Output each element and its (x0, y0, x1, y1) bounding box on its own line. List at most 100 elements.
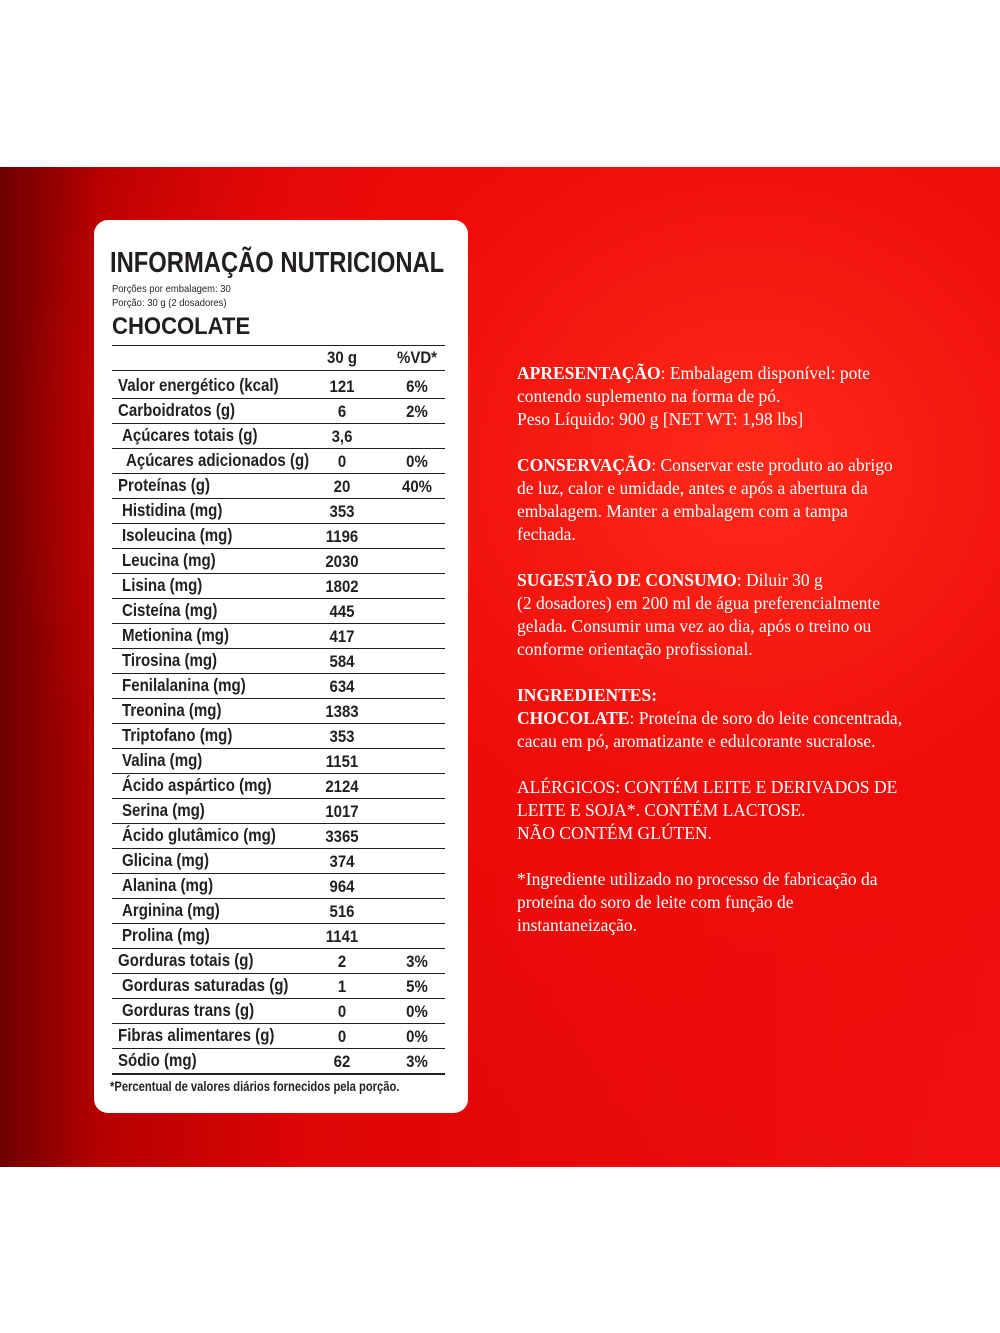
rule (112, 673, 445, 674)
info-heading: CONSERVAÇÃO (517, 455, 652, 475)
info-line: SUGESTÃO DE CONSUMO: Diluir 30 g (517, 569, 902, 592)
info-line: APRESENTAÇÃO: Embalagem disponível: pote (517, 362, 902, 385)
nutrient-amount: 1802 (325, 576, 359, 596)
nutrient-vd: 40% (402, 476, 432, 496)
nutrient-vd: 3% (406, 951, 428, 971)
nutrient-name: Fibras alimentares (g) (118, 1025, 275, 1046)
info-text: NÃO CONTÉM GLÚTEN. (517, 823, 712, 843)
nutrient-amount: 1151 (325, 751, 359, 771)
rule (112, 798, 445, 799)
rule (112, 623, 445, 624)
nutrient-amount: 0 (337, 1001, 347, 1021)
nutrient-name: Triptofano (mg) (122, 725, 233, 746)
rule (112, 473, 445, 474)
header-rule (112, 345, 445, 346)
nutrient-amount: 121 (329, 376, 355, 396)
rule (112, 748, 445, 749)
nutrient-amount: 0 (337, 1026, 347, 1046)
rule (112, 423, 445, 424)
nutrient-name: Histidina (mg) (122, 500, 223, 521)
nutrient-amount: 1141 (325, 926, 359, 946)
nutrient-vd: 0% (406, 1001, 428, 1021)
nutrition-card (94, 220, 468, 1113)
nutrient-amount: 20 (333, 476, 351, 496)
info-text: : Diluir 30 g (736, 570, 823, 590)
rule (112, 1048, 445, 1049)
nutrient-amount: 3365 (325, 826, 359, 846)
info-text: ALÉRGICOS: CONTÉM LEITE E DERIVADOS DE (517, 777, 898, 797)
nutrient-name: Ácido aspártico (mg) (122, 775, 272, 796)
nutrient-name: Açúcares adicionados (g) (126, 450, 310, 471)
info-line: cacau em pó, aromatizante e edulcorante … (517, 730, 902, 753)
rule (112, 573, 445, 574)
info-section: APRESENTAÇÃO: Embalagem disponível: pote… (517, 362, 902, 431)
rule (112, 948, 445, 949)
flavor: CHOCOLATE (112, 313, 251, 340)
info-text: fechada. (517, 524, 576, 544)
nutrient-amount: 634 (329, 676, 355, 696)
info-section: *Ingrediente utilizado no processo de fa… (517, 868, 902, 937)
nutrient-name: Valina (mg) (122, 750, 203, 771)
nutrient-name: Gorduras trans (g) (122, 1000, 255, 1021)
rule (112, 923, 445, 924)
rule (112, 598, 445, 599)
nutrient-amount: 2030 (325, 551, 359, 571)
nutrient-amount: 1017 (325, 801, 359, 821)
info-line: CONSERVAÇÃO: Conservar este produto ao a… (517, 454, 902, 477)
nutrient-amount: 353 (329, 726, 355, 746)
nutrient-vd: 5% (406, 976, 428, 996)
product-info: APRESENTAÇÃO: Embalagem disponível: pote… (517, 362, 902, 960)
servings: Porções por embalagem: 30 (112, 282, 231, 295)
info-line: contendo suplemento na forma de pó. (517, 385, 902, 408)
rule (112, 698, 445, 699)
nutrient-amount: 2124 (325, 776, 359, 796)
info-line: LEITE E SOJA*. CONTÉM LACTOSE. (517, 799, 902, 822)
rule (112, 498, 445, 499)
nutrient-amount: 1383 (325, 701, 359, 721)
info-text: conforme orientação profissional. (517, 639, 753, 659)
nutrient-name: Tirosina (mg) (122, 650, 218, 671)
nutrient-amount: 1196 (325, 526, 359, 546)
rule (112, 723, 445, 724)
nutrient-name: Gorduras saturadas (g) (122, 975, 289, 996)
info-section: SUGESTÃO DE CONSUMO: Diluir 30 g (2 dosad… (517, 569, 902, 661)
nutrient-name: Fenilalanina (mg) (122, 675, 246, 696)
nutrient-vd: 0% (406, 451, 428, 471)
info-line: fechada. (517, 523, 902, 546)
info-text: contendo suplemento na forma de pó. (517, 386, 781, 406)
info-section: INGREDIENTES: CHOCOLATE: Proteína de soro… (517, 684, 902, 753)
info-text: de luz, calor e umidade, antes e após a … (517, 478, 868, 498)
info-line: *Ingrediente utilizado no processo de fa… (517, 868, 902, 891)
info-line: INGREDIENTES: (517, 684, 902, 707)
nutrient-name: Proteínas (g) (118, 475, 210, 496)
info-heading: CHOCOLATE (517, 708, 630, 728)
nutrient-vd: 2% (406, 401, 428, 421)
nutrient-vd: 6% (406, 376, 428, 396)
info-line: conforme orientação profissional. (517, 638, 902, 661)
nutrient-amount: 6 (337, 401, 347, 421)
nutrient-name: Serina (mg) (122, 800, 205, 821)
info-heading: INGREDIENTES: (517, 685, 658, 705)
nutrient-amount: 0 (337, 451, 347, 471)
nutrient-name: Valor energético (kcal) (118, 375, 279, 396)
nutrient-name: Cisteína (mg) (122, 600, 218, 621)
nutrient-amount: 62 (333, 1051, 351, 1071)
rule (112, 998, 445, 999)
info-line: (2 dosadores) em 200 ml de água preferen… (517, 592, 902, 615)
info-line: proteína do soro de leite com função de (517, 891, 902, 914)
nutrient-amount: 445 (329, 601, 355, 621)
nutrient-amount: 353 (329, 501, 355, 521)
info-text: : Embalagem disponível: pote (660, 363, 871, 383)
info-text: *Ingrediente utilizado no processo de fa… (517, 869, 878, 889)
info-text: gelada. Consumir uma vez ao dia, após o … (517, 616, 872, 636)
nutrient-name: Ácido glutâmico (mg) (122, 825, 276, 846)
nutrient-vd: 3% (406, 1051, 428, 1071)
column-header: 30 g (327, 347, 357, 367)
rule (112, 973, 445, 974)
rule (112, 848, 445, 849)
info-line: ALÉRGICOS: CONTÉM LEITE E DERIVADOS DE (517, 776, 902, 799)
rule (112, 548, 445, 549)
rule (112, 523, 445, 524)
info-text: : Conservar este produto ao abrigo (651, 455, 893, 475)
nutrient-amount: 516 (329, 901, 355, 921)
